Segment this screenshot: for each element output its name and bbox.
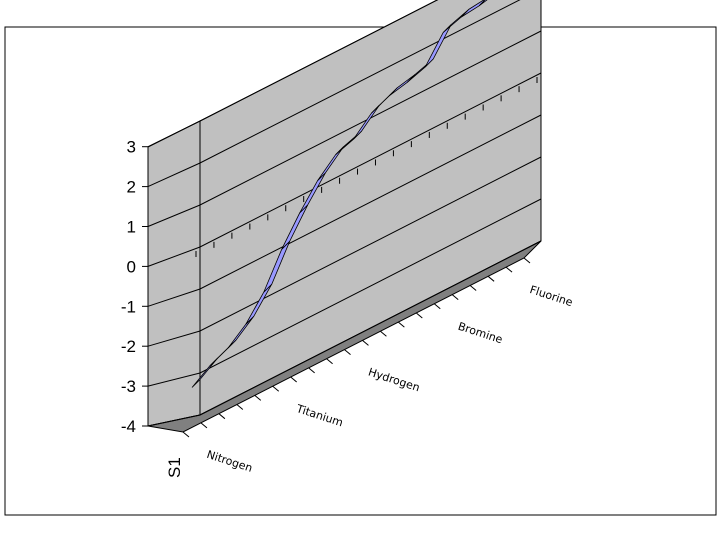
x-tick-mark	[326, 358, 333, 365]
gridlines	[147, 0, 542, 427]
series-segment	[460, 0, 486, 18]
series-axis-label: S1	[165, 457, 184, 478]
x-tick-mark	[523, 257, 531, 264]
gridline	[147, 240, 542, 427]
y-tick-label: 0	[127, 257, 136, 276]
gridline	[147, 156, 542, 347]
y-tick-label: -2	[121, 337, 136, 356]
x-tick-mark	[451, 294, 459, 301]
y-tick-label: -3	[121, 377, 136, 396]
y-axis-ticks: 3 2 1 0 -1 -2 -3 -4	[121, 138, 148, 436]
x-tick-mark	[505, 266, 513, 273]
y-tick-label: 2	[127, 178, 136, 197]
x-tick-mark	[200, 422, 208, 429]
y-tick-label: 1	[127, 218, 136, 237]
x-tick-mark	[415, 312, 423, 319]
floor-tick-marks	[182, 77, 538, 438]
gridline	[147, 72, 542, 267]
x-tick-mark	[469, 285, 477, 291]
gridline	[147, 114, 542, 307]
y-tick-label: -1	[121, 297, 136, 316]
x-tick-mark	[182, 431, 190, 438]
x-tick-mark	[290, 376, 298, 383]
chart-walls	[147, 0, 542, 433]
x-tick-mark	[433, 303, 441, 310]
x-tick-mark	[362, 340, 369, 346]
gridline	[147, 198, 542, 387]
gridline	[147, 0, 439, 148]
x-tick-mark	[272, 385, 280, 392]
series-ribbon	[191, 0, 488, 388]
x-tick-mark	[236, 404, 244, 410]
x-tick-mark	[218, 413, 226, 420]
gridline	[147, 30, 542, 227]
series-segment	[478, 0, 488, 7]
y-tick-label: 3	[127, 138, 136, 157]
x-tick-mark	[344, 349, 351, 355]
y-tick-label: -4	[121, 417, 136, 436]
x-tick-mark	[254, 394, 262, 401]
x-tick-mark	[380, 330, 387, 337]
gridline	[147, 0, 521, 188]
x-tick-mark	[398, 321, 405, 328]
x-tick-mark	[308, 367, 315, 374]
x-tick-mark	[487, 275, 495, 282]
